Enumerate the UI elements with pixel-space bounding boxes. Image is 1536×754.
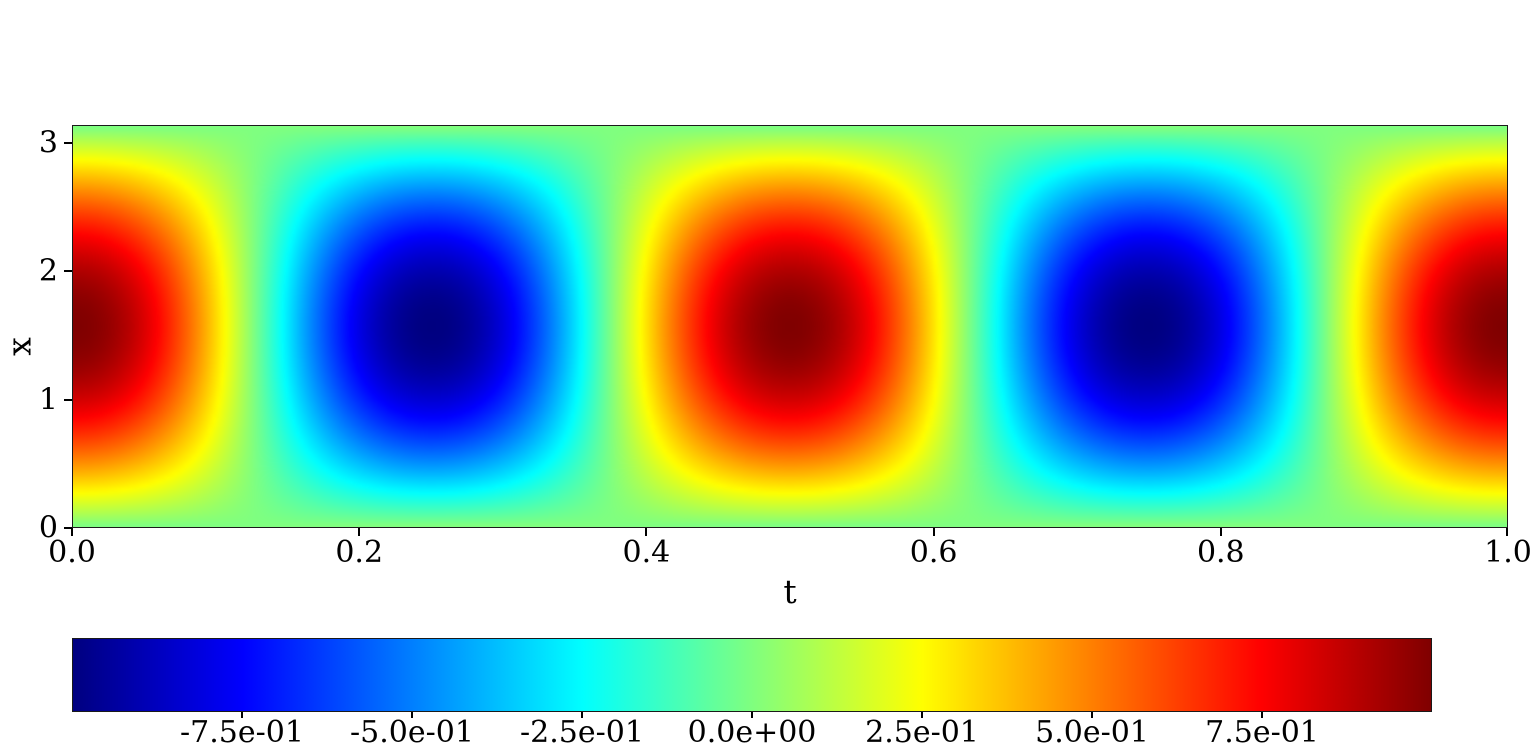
y-tick-label: 3 <box>38 125 58 161</box>
x-tick-label: 0.2 <box>335 535 384 570</box>
y-tick-label: 1 <box>38 382 58 418</box>
colorbar-canvas <box>73 639 1431 711</box>
x-tick-mark <box>1506 528 1508 536</box>
x-tick-mark <box>645 528 648 536</box>
y-tick-label: 0 <box>38 510 58 546</box>
heatmap-canvas <box>73 126 1507 527</box>
y-tick-label: 2 <box>38 253 58 289</box>
y-tick-mark <box>64 527 72 529</box>
y-axis-label: x <box>0 337 39 356</box>
x-tick-label: 1.0 <box>1484 535 1532 570</box>
x-tick-mark <box>932 528 935 536</box>
colorbar-tick-mark <box>751 712 753 718</box>
x-tick-label: 0.0 <box>48 535 96 570</box>
colorbar-tick-label: -5.0e-01 <box>350 715 474 750</box>
colorbar-tick-label: 7.5e-01 <box>1205 715 1319 750</box>
colorbar-tick-mark <box>411 712 413 718</box>
colorbar <box>72 638 1432 712</box>
x-tick-mark <box>1219 528 1222 536</box>
x-tick-mark <box>71 528 73 536</box>
colorbar-tick-mark <box>921 712 923 718</box>
colorbar-tick-label: -7.5e-01 <box>180 715 304 750</box>
x-axis-label: t <box>783 572 797 611</box>
colorbar-tick-label: -2.5e-01 <box>520 715 644 750</box>
colorbar-tick-mark <box>1261 712 1263 718</box>
colorbar-tick-label: 0.0e+00 <box>687 715 817 750</box>
x-tick-label: 0.8 <box>1196 535 1245 570</box>
y-tick-mark <box>64 142 72 145</box>
x-tick-label: 0.6 <box>909 535 958 570</box>
plot-area <box>72 125 1508 528</box>
x-tick-mark <box>358 528 361 536</box>
colorbar-tick-mark <box>581 712 583 718</box>
colorbar-tick-label: 5.0e-01 <box>1035 715 1149 750</box>
colorbar-tick-mark <box>241 712 243 718</box>
y-tick-mark <box>64 398 72 401</box>
colorbar-tick-label: 2.5e-01 <box>865 715 979 750</box>
y-tick-mark <box>64 270 72 273</box>
x-tick-label: 0.4 <box>622 535 671 570</box>
colorbar-tick-mark <box>1091 712 1093 718</box>
